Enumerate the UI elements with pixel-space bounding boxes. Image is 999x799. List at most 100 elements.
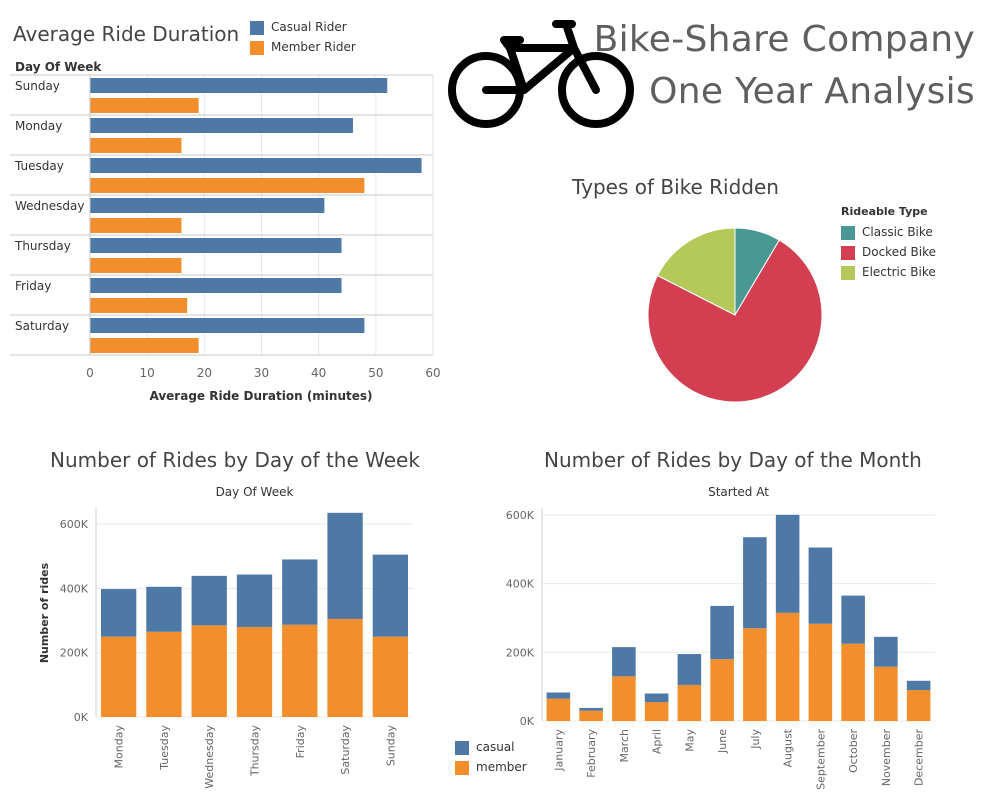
page-title-line1: Bike-Share Company [593,19,975,60]
bar-member-rider-tuesday [90,178,365,193]
bar-casual-thursday [236,574,273,627]
legend-label-casual-rider: Casual Rider [271,20,347,34]
bar-member-june [710,659,734,721]
y-tick-label: 400K [506,578,535,591]
bar-member-thursday [236,626,273,717]
legend-label-electric-bike: Electric Bike [862,265,936,279]
x-tick-label: 0 [86,366,94,380]
legend-label-classic-bike: Classic Bike [862,225,933,239]
legend-swatch-casual [250,20,264,35]
bar-member-sunday [372,636,409,717]
bar-member-rider-wednesday [90,218,182,233]
y-tick-label: 200K [506,646,535,659]
bar-casual-rider-friday [90,278,342,293]
x-tick-label-saturday: Saturday [339,725,352,775]
bicycle-icon [448,20,634,128]
avg-duration-legend: Casual Rider Member Rider [250,17,356,57]
avg-duration-x-axis-label: Average Ride Duration (minutes) [149,389,373,403]
bar-casual-rider-monday [90,118,353,133]
bar-member-july [743,628,767,721]
bar-member-october [841,643,865,721]
bar-casual-sunday [372,554,409,637]
bar-casual-april [644,693,669,703]
bar-casual-december [906,680,931,691]
bar-member-tuesday [146,631,182,717]
x-tick-label-august: August [782,728,795,767]
bar-casual-march [612,647,636,677]
bar-casual-may [677,654,702,685]
bar-casual-october [841,595,865,644]
avg-duration-title: Average Ride Duration [13,22,240,46]
y-tick-label: 400K [60,582,89,595]
bar-casual-january [546,692,571,699]
legend-item-member: member [455,757,527,777]
x-tick-label: 50 [368,366,383,380]
bar-member-september [808,623,833,721]
y-tick-label: 0K [74,711,89,724]
bar-member-august [775,612,800,721]
row-label-tuesday: Tuesday [14,159,64,173]
bar-member-saturday [327,618,363,717]
bike-types-pie [647,227,823,403]
bar-casual-rider-wednesday [90,198,325,213]
bar-casual-rider-sunday [90,78,388,93]
bar-casual-rider-saturday [90,318,365,333]
x-tick-label-wednesday: Wednesday [203,725,216,789]
row-label-wednesday: Wednesday [15,199,84,213]
pie-slice-electric-bike [656,227,736,316]
bar-member-monday [100,636,137,717]
weekday-rides-y-axis-label: Number of rides [38,562,51,663]
legend-item-docked-bike: Docked Bike [841,242,936,262]
x-tick-label: 30 [254,366,269,380]
legend-swatch-member [455,760,469,775]
bar-member-december [906,690,931,721]
x-tick-label-january: January [552,729,565,772]
legend-label-docked-bike: Docked Bike [862,245,936,259]
legend-item-casual-rider: Casual Rider [250,17,356,37]
bar-member-january [546,698,571,721]
legend-title-rideable-type: Rideable Type [841,205,928,218]
x-tick-label-november: November [880,729,893,787]
month-rides-legend: casual member [455,737,527,777]
bar-member-november [874,666,898,721]
x-tick-label-thursday: Thursday [249,725,262,778]
bar-casual-february [579,707,603,711]
bike-types-title: Types of Bike Ridden [572,175,779,199]
bar-casual-rider-thursday [90,238,342,253]
bar-member-rider-monday [90,138,182,153]
bar-casual-saturday [327,512,363,619]
bar-casual-rider-tuesday [90,158,422,173]
bar-member-rider-thursday [90,258,182,273]
legend-item-electric-bike: Electric Bike [841,262,936,282]
row-label-monday: Monday [15,119,62,133]
bar-member-wednesday [191,625,227,717]
month-rides-top-label: Started At [708,485,769,499]
bar-casual-monday [100,589,137,637]
x-tick-label-sunday: Sunday [384,725,397,767]
x-tick-label-may: May [683,729,696,752]
legend-swatch-casual [455,740,469,755]
bar-member-february [579,710,603,721]
legend-item-member-rider: Member Rider [250,37,356,57]
weekday-rides-title: Number of Rides by Day of the Week [50,448,420,472]
legend-swatch-docked [841,245,855,260]
y-tick-label: 200K [60,647,89,660]
x-tick-label-september: September [814,729,827,790]
bar-casual-july [743,537,767,629]
pie-slice-docked-bike [647,239,823,403]
bar-casual-friday [282,559,318,625]
row-label-friday: Friday [15,279,51,293]
bar-casual-june [710,605,734,660]
x-tick-label-february: February [585,729,598,778]
month-rides-title: Number of Rides by Day of the Month [544,448,922,472]
row-label-thursday: Thursday [14,239,71,253]
bar-member-rider-friday [90,298,188,313]
x-tick-label-monday: Monday [113,725,126,769]
x-tick-label-tuesday: Tuesday [158,725,171,771]
legend-swatch-member [250,40,264,55]
bike-types-legend: Rideable Type Classic Bike Docked Bike E… [841,202,936,282]
bar-member-april [644,702,669,721]
weekday-rides-top-label: Day Of Week [215,485,294,499]
legend-swatch-electric [841,265,855,280]
legend-label-casual: casual [476,740,515,754]
